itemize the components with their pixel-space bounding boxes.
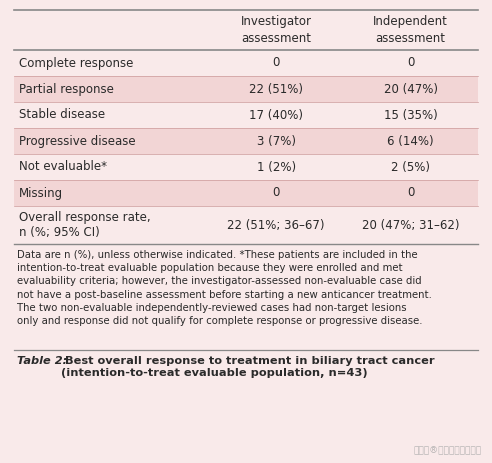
Text: 20 (47%): 20 (47%) <box>384 82 438 95</box>
Text: Independent
assessment: Independent assessment <box>373 15 448 44</box>
Text: 1 (2%): 1 (2%) <box>257 161 296 174</box>
Bar <box>14 180 478 206</box>
Text: 22 (51%; 36–67): 22 (51%; 36–67) <box>227 219 325 232</box>
Text: 6 (14%): 6 (14%) <box>387 134 434 148</box>
Text: 搜狐号®康远健康海外医疗: 搜狐号®康远健康海外医疗 <box>414 446 482 455</box>
Text: 0: 0 <box>407 56 414 69</box>
Text: Not evaluable*: Not evaluable* <box>19 161 107 174</box>
Text: Investigator
assessment: Investigator assessment <box>241 15 311 44</box>
Text: 20 (47%; 31–62): 20 (47%; 31–62) <box>362 219 460 232</box>
Bar <box>14 76 478 102</box>
Text: 3 (7%): 3 (7%) <box>257 134 296 148</box>
Text: Overall response rate,
n (%; 95% CI): Overall response rate, n (%; 95% CI) <box>19 211 151 239</box>
Text: Data are n (%), unless otherwise indicated. *These patients are included in the
: Data are n (%), unless otherwise indicat… <box>17 250 432 326</box>
Text: 0: 0 <box>273 56 280 69</box>
Text: 2 (5%): 2 (5%) <box>391 161 430 174</box>
Text: 17 (40%): 17 (40%) <box>249 108 303 121</box>
Text: Complete response: Complete response <box>19 56 133 69</box>
Text: 15 (35%): 15 (35%) <box>384 108 437 121</box>
Text: 0: 0 <box>407 187 414 200</box>
Text: Progressive disease: Progressive disease <box>19 134 136 148</box>
Bar <box>14 128 478 154</box>
Text: Missing: Missing <box>19 187 63 200</box>
Text: 0: 0 <box>273 187 280 200</box>
Text: Stable disease: Stable disease <box>19 108 105 121</box>
Text: Table 2:: Table 2: <box>17 356 67 366</box>
Text: Best overall response to treatment in biliary tract cancer
(intention-to-treat e: Best overall response to treatment in bi… <box>61 356 434 378</box>
Text: 22 (51%): 22 (51%) <box>249 82 303 95</box>
Text: Partial response: Partial response <box>19 82 114 95</box>
